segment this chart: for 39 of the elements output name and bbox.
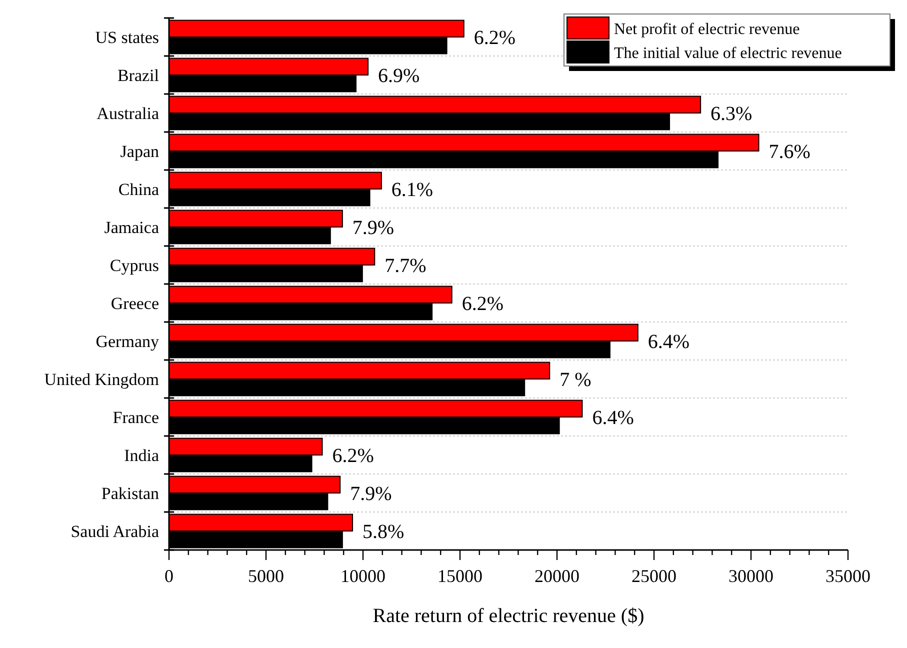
y-tick-label: United Kingdom <box>44 370 159 389</box>
y-tick-label: France <box>112 408 159 427</box>
x-tick-label: 20000 <box>534 566 580 586</box>
annotation: 7.9% <box>352 217 394 239</box>
y-tick-label: Greece <box>110 294 159 313</box>
annotation: 6.2% <box>474 27 516 49</box>
y-tick-label: US states <box>95 28 159 47</box>
annotation: 7.9% <box>350 483 392 505</box>
annotation: 7.7% <box>384 255 426 277</box>
x-tick-label: 30000 <box>728 566 774 586</box>
y-tick-label: Brazil <box>117 66 160 85</box>
y-tick-label: Cyprus <box>110 256 159 275</box>
x-tick-label: 25000 <box>632 566 676 586</box>
y-tick-label: India <box>124 446 160 465</box>
x-tick-label: 0 <box>164 566 174 586</box>
annotation: 6.9% <box>378 65 420 87</box>
x-tick-label: 5000 <box>248 566 284 586</box>
annotation: 6.3% <box>710 103 752 125</box>
y-tick-label: Jamaica <box>104 218 160 237</box>
annotation: 6.1% <box>391 179 434 201</box>
x-tick-label: 10000 <box>340 566 386 586</box>
annotation: 6.4% <box>592 407 634 429</box>
y-tick-label: Australia <box>96 104 160 123</box>
annotation: 7 % <box>560 369 592 391</box>
y-tick-label: Saudi Arabia <box>70 522 160 541</box>
x-tick-label: 35000 <box>826 566 870 586</box>
y-tick-label: Pakistan <box>101 484 160 503</box>
annotation: 7.6% <box>768 141 810 163</box>
legend-label: Net profit of electric revenue <box>614 21 800 38</box>
y-tick-label: Japan <box>120 142 160 161</box>
y-tick-label: China <box>118 180 160 199</box>
x-axis-title: Rate return of electric revenue ($) <box>372 605 644 627</box>
x-tick-label: 15000 <box>438 566 482 586</box>
legend-label: The initial value of electric revenue <box>614 45 842 62</box>
annotation: 6.2% <box>332 445 374 467</box>
annotation: 5.8% <box>362 521 404 543</box>
annotation: 6.2% <box>462 293 504 315</box>
annotation: 6.4% <box>648 331 690 353</box>
y-tick-label: Germany <box>96 332 160 351</box>
